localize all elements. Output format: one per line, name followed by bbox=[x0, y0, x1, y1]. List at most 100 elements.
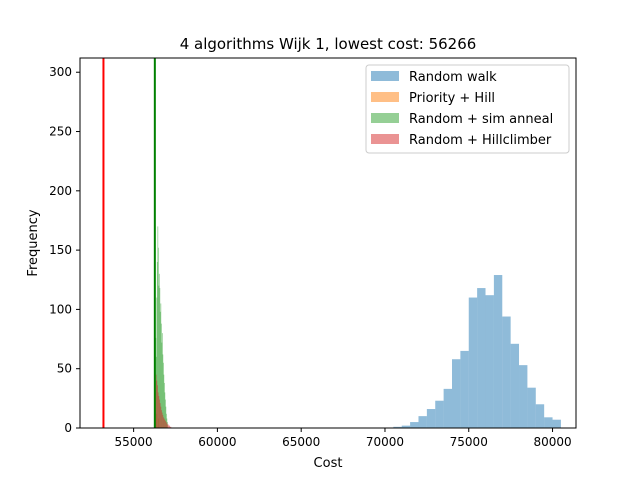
histogram-bar bbox=[157, 392, 159, 428]
series-4-bars bbox=[155, 374, 172, 428]
histogram-bar bbox=[435, 400, 444, 428]
histogram-bar bbox=[159, 288, 161, 428]
histogram-bar bbox=[493, 275, 503, 428]
legend-item: Random + Hillclimber bbox=[371, 133, 552, 148]
histogram-bar bbox=[535, 404, 545, 428]
histogram-bar bbox=[169, 426, 171, 428]
histogram-bar bbox=[163, 418, 165, 428]
histogram-bar bbox=[168, 425, 170, 428]
histogram-bar bbox=[165, 413, 167, 428]
histogram-bar bbox=[510, 343, 520, 428]
x-tick-label: 80000 bbox=[533, 435, 571, 449]
legend-item: Priority + Hill bbox=[371, 91, 495, 106]
histogram-bar bbox=[552, 419, 561, 428]
x-tick-label: 65000 bbox=[282, 435, 320, 449]
y-tick-label: 150 bbox=[49, 243, 72, 257]
histogram-bar bbox=[161, 412, 163, 428]
histogram-bar bbox=[165, 422, 167, 428]
legend-swatch bbox=[371, 113, 399, 123]
y-tick-label: 250 bbox=[49, 125, 72, 139]
x-axis-label: Cost bbox=[314, 456, 343, 471]
histogram-bar bbox=[161, 410, 162, 428]
histogram-bar bbox=[410, 422, 419, 428]
histogram-bar bbox=[167, 424, 169, 428]
histogram-bar bbox=[426, 409, 436, 428]
histogram-bar bbox=[155, 374, 157, 428]
histogram-bar bbox=[159, 399, 160, 428]
y-tick-label: 300 bbox=[49, 65, 72, 79]
histogram-bar bbox=[485, 295, 494, 428]
histogram-bar bbox=[159, 403, 161, 428]
histogram-bar bbox=[527, 387, 536, 428]
x-axis: 55000 60000 65000 70000 75000 80000 bbox=[115, 428, 572, 449]
y-tick-label: 100 bbox=[49, 302, 72, 316]
histogram-bar bbox=[401, 425, 411, 428]
histogram-bar bbox=[161, 342, 163, 428]
reference-lines bbox=[102, 58, 156, 428]
histogram-bar bbox=[165, 406, 167, 428]
histogram-bar bbox=[166, 423, 168, 428]
plot-area bbox=[79, 57, 577, 429]
x-tick-label: 75000 bbox=[450, 435, 488, 449]
legend-label: Priority + Hill bbox=[409, 91, 495, 106]
histogram-bar bbox=[519, 365, 528, 428]
legend-swatch bbox=[371, 92, 399, 102]
histogram-bar bbox=[164, 419, 166, 428]
histogram-bar bbox=[160, 323, 162, 428]
y-tick-label: 0 bbox=[64, 421, 72, 435]
legend-swatch bbox=[371, 71, 399, 81]
x-tick-label: 70000 bbox=[366, 435, 404, 449]
legend-box bbox=[365, 64, 570, 154]
histogram-bar bbox=[418, 416, 427, 428]
histogram-bar bbox=[163, 417, 164, 428]
histogram-bar bbox=[158, 273, 160, 428]
histogram-bar bbox=[163, 374, 165, 428]
histogram-bar bbox=[170, 426, 172, 428]
histogram-bar bbox=[167, 424, 168, 428]
x-tick-label: 60000 bbox=[198, 435, 236, 449]
histogram-bar bbox=[157, 385, 158, 428]
histogram-bar bbox=[160, 303, 162, 428]
histogram-bar bbox=[158, 395, 160, 428]
histogram-bar bbox=[443, 388, 452, 428]
y-axis-label: Frequency bbox=[26, 209, 41, 276]
legend: Random walk Priority + Hill Random + sim a… bbox=[365, 64, 570, 154]
chart-title: 4 algorithms Wijk 1, lowest cost: 56266 bbox=[180, 35, 477, 53]
legend-label: Random + sim anneal bbox=[409, 112, 553, 127]
y-tick-label: 200 bbox=[49, 184, 72, 198]
plot-frame bbox=[79, 57, 577, 429]
histogram-bar bbox=[157, 226, 159, 428]
histogram-bar bbox=[452, 359, 461, 428]
histogram-bar bbox=[156, 261, 158, 428]
histogram-bar bbox=[502, 316, 511, 428]
histogram-bar bbox=[163, 382, 165, 428]
histogram-bar bbox=[156, 380, 158, 428]
histogram-bar bbox=[164, 399, 166, 428]
histogram-bar bbox=[544, 417, 553, 428]
histogram-bar bbox=[158, 285, 160, 428]
legend-item: Random walk bbox=[371, 70, 497, 85]
histogram-bar bbox=[393, 426, 402, 428]
histogram-bar bbox=[460, 350, 469, 428]
histogram-bar bbox=[162, 414, 164, 428]
y-tick-label: 50 bbox=[57, 362, 72, 376]
histogram-bar bbox=[169, 425, 170, 428]
histogram-bar bbox=[162, 362, 164, 428]
histogram-bar bbox=[161, 333, 163, 428]
histogram-bar bbox=[156, 297, 158, 428]
histogram-bar bbox=[157, 247, 159, 428]
legend-swatch bbox=[371, 134, 399, 144]
histogram-bar bbox=[162, 354, 164, 428]
legend-label: Random walk bbox=[409, 70, 497, 85]
histogram-bar bbox=[159, 311, 161, 428]
histogram-bar bbox=[160, 406, 162, 428]
x-tick-label: 55000 bbox=[115, 435, 153, 449]
histogram-bar bbox=[165, 420, 166, 428]
y-axis: 0 50 100 150 200 250 300 bbox=[49, 65, 80, 435]
histogram-bar bbox=[477, 288, 486, 428]
legend-item: Random + sim anneal bbox=[371, 112, 553, 127]
legend-label: Random + Hillclimber bbox=[409, 133, 552, 148]
histogram-bar bbox=[468, 297, 478, 428]
histogram-bar bbox=[164, 392, 166, 428]
